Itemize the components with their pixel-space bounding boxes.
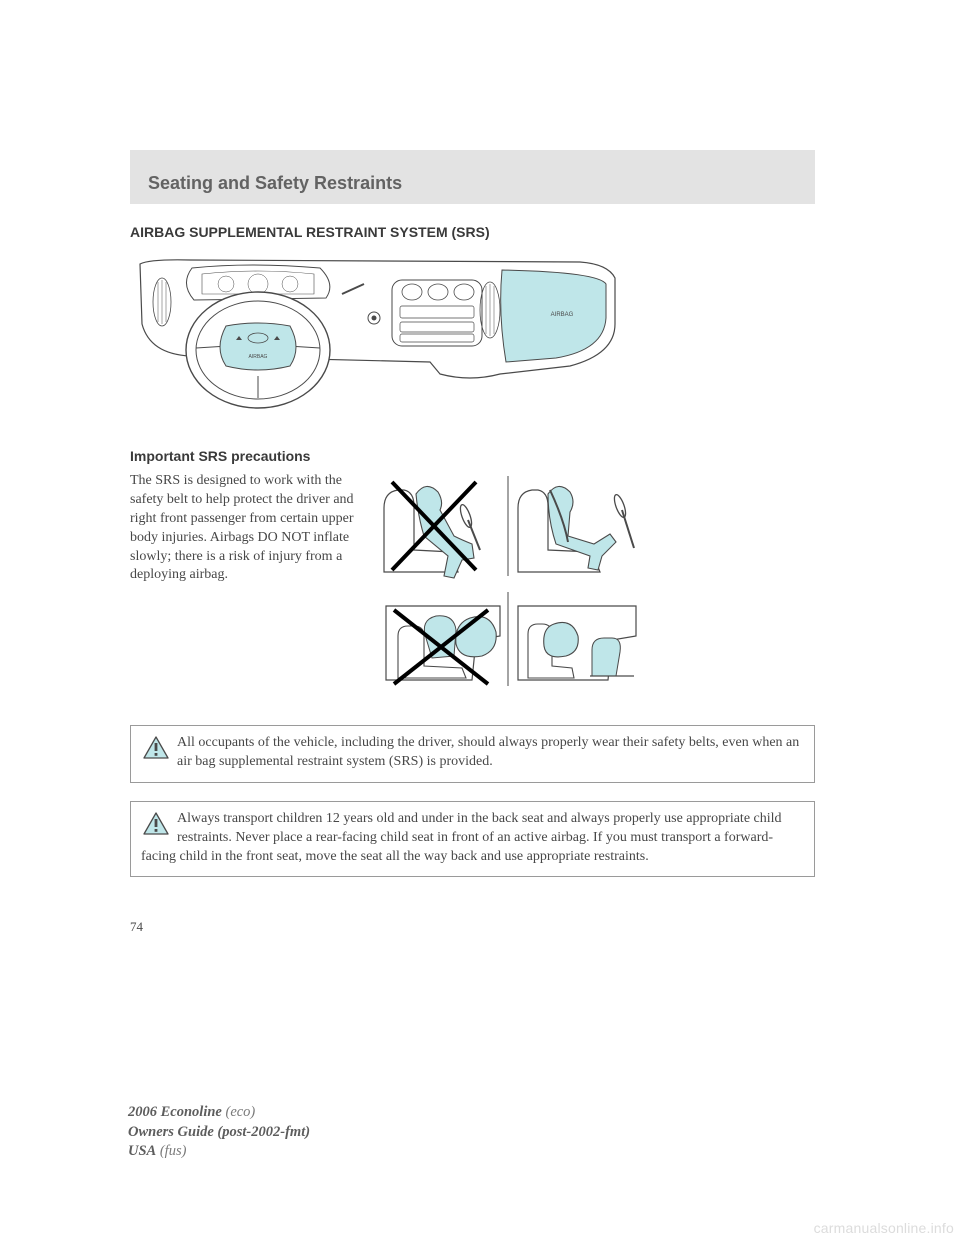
warning-box-seatbelts: All occupants of the vehicle, including … [130,725,815,783]
page-number: 74 [130,919,815,935]
watermark-text: carmanualsonline.info [814,1220,954,1236]
svg-text:AIRBAG: AIRBAG [249,354,268,360]
page-content: Seating and Safety Restraints AIRBAG SUP… [0,0,960,935]
svg-text:AIRBAG: AIRBAG [551,312,574,318]
footer-region-code: (fus) [156,1143,186,1159]
precautions-paragraph: The SRS is designed to work with the saf… [130,472,362,697]
chapter-title: Seating and Safety Restraints [148,173,402,194]
srs-precautions-subheading: Important SRS precautions [130,448,815,464]
document-footer: 2006 Econoline (eco) Owners Guide (post-… [128,1103,310,1162]
footer-model-code: (eco) [222,1104,255,1120]
warning-text-1: All occupants of the vehicle, including … [177,735,799,769]
warning-triangle-icon [143,736,169,760]
warning-box-children: Always transport children 12 years old a… [130,801,815,878]
footer-model: 2006 Econoline [128,1104,222,1120]
footer-region: USA [128,1143,156,1159]
precautions-row: The SRS is designed to work with the saf… [130,472,815,697]
section-heading: AIRBAG SUPPLEMENTAL RESTRAINT SYSTEM (SR… [130,224,815,240]
warning-text-2: Always transport children 12 years old a… [141,811,782,864]
chapter-header-bar: Seating and Safety Restraints [130,150,815,204]
warning-triangle-icon [143,812,169,836]
seating-position-figure [380,472,640,697]
dashboard-airbag-figure: AIRBAG [130,254,620,412]
footer-guide: Owners Guide (post-2002-fmt) [128,1124,310,1140]
